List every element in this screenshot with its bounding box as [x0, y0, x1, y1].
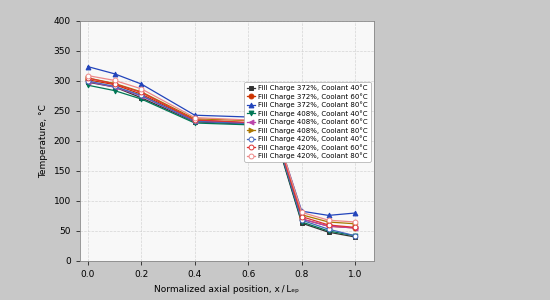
- Fill Charge 372%, Coolant 40°C: [299, 221, 305, 225]
- Fill Charge 372%, Coolant 60°C: [191, 118, 198, 122]
- Fill Charge 372%, Coolant 40°C: [352, 235, 359, 239]
- Fill Charge 372%, Coolant 80°C: [272, 127, 278, 131]
- Fill Charge 420%, Coolant 60°C: [352, 226, 359, 229]
- Y-axis label: Temperature, °C: Temperature, °C: [39, 104, 48, 178]
- Fill Charge 372%, Coolant 80°C: [85, 65, 91, 68]
- Fill Charge 420%, Coolant 40°C: [272, 130, 278, 134]
- Fill Charge 420%, Coolant 80°C: [111, 79, 118, 82]
- Fill Charge 408%, Coolant 80°C: [352, 222, 359, 226]
- Fill Charge 408%, Coolant 40°C: [85, 83, 91, 87]
- Fill Charge 372%, Coolant 40°C: [245, 122, 251, 126]
- Fill Charge 408%, Coolant 60°C: [245, 121, 251, 125]
- Fill Charge 408%, Coolant 60°C: [138, 94, 145, 98]
- Fill Charge 408%, Coolant 80°C: [245, 119, 251, 122]
- Line: Fill Charge 408%, Coolant 40°C: Fill Charge 408%, Coolant 40°C: [85, 83, 358, 238]
- Line: Fill Charge 408%, Coolant 80°C: Fill Charge 408%, Coolant 80°C: [85, 76, 358, 226]
- Fill Charge 420%, Coolant 60°C: [325, 223, 332, 227]
- Fill Charge 420%, Coolant 40°C: [191, 119, 198, 123]
- Fill Charge 420%, Coolant 40°C: [138, 94, 145, 97]
- Fill Charge 408%, Coolant 40°C: [299, 220, 305, 224]
- Fill Charge 372%, Coolant 40°C: [85, 80, 91, 84]
- Fill Charge 372%, Coolant 60°C: [352, 226, 359, 230]
- Fill Charge 408%, Coolant 80°C: [299, 213, 305, 217]
- Fill Charge 408%, Coolant 60°C: [111, 85, 118, 89]
- Fill Charge 420%, Coolant 40°C: [85, 79, 91, 83]
- Fill Charge 408%, Coolant 40°C: [325, 229, 332, 233]
- Fill Charge 372%, Coolant 40°C: [325, 230, 332, 234]
- Fill Charge 372%, Coolant 60°C: [138, 92, 145, 96]
- Fill Charge 372%, Coolant 80°C: [138, 82, 145, 86]
- Fill Charge 408%, Coolant 80°C: [272, 128, 278, 132]
- Fill Charge 420%, Coolant 40°C: [352, 234, 359, 238]
- Fill Charge 408%, Coolant 40°C: [272, 132, 278, 136]
- Fill Charge 408%, Coolant 80°C: [111, 82, 118, 85]
- Fill Charge 420%, Coolant 80°C: [191, 116, 198, 119]
- Fill Charge 408%, Coolant 40°C: [191, 121, 198, 125]
- Line: Fill Charge 372%, Coolant 40°C: Fill Charge 372%, Coolant 40°C: [85, 80, 358, 239]
- Fill Charge 408%, Coolant 60°C: [191, 119, 198, 123]
- Fill Charge 420%, Coolant 60°C: [191, 118, 198, 122]
- Fill Charge 420%, Coolant 80°C: [138, 87, 145, 91]
- Fill Charge 372%, Coolant 80°C: [191, 113, 198, 117]
- Fill Charge 408%, Coolant 40°C: [138, 97, 145, 101]
- Fill Charge 420%, Coolant 80°C: [272, 127, 278, 130]
- Fill Charge 408%, Coolant 40°C: [352, 234, 359, 238]
- Fill Charge 408%, Coolant 80°C: [191, 117, 198, 121]
- Line: Fill Charge 372%, Coolant 60°C: Fill Charge 372%, Coolant 60°C: [85, 77, 358, 230]
- Line: Fill Charge 420%, Coolant 40°C: Fill Charge 420%, Coolant 40°C: [85, 79, 358, 238]
- Fill Charge 420%, Coolant 60°C: [299, 215, 305, 218]
- Legend: Fill Charge 372%, Coolant 40°C, Fill Charge 372%, Coolant 60°C, Fill Charge 372%: Fill Charge 372%, Coolant 40°C, Fill Cha…: [244, 82, 371, 162]
- Fill Charge 372%, Coolant 80°C: [299, 209, 305, 213]
- Fill Charge 420%, Coolant 80°C: [352, 220, 359, 224]
- Fill Charge 420%, Coolant 40°C: [299, 218, 305, 222]
- Fill Charge 372%, Coolant 40°C: [191, 120, 198, 124]
- Fill Charge 372%, Coolant 40°C: [111, 85, 118, 89]
- Fill Charge 408%, Coolant 80°C: [138, 90, 145, 94]
- Fill Charge 420%, Coolant 80°C: [85, 74, 91, 77]
- Fill Charge 408%, Coolant 60°C: [325, 224, 332, 228]
- Fill Charge 372%, Coolant 60°C: [299, 217, 305, 221]
- Line: Fill Charge 408%, Coolant 60°C: Fill Charge 408%, Coolant 60°C: [85, 79, 358, 230]
- Fill Charge 372%, Coolant 40°C: [138, 96, 145, 100]
- Fill Charge 408%, Coolant 40°C: [111, 89, 118, 92]
- Fill Charge 372%, Coolant 60°C: [111, 83, 118, 86]
- Fill Charge 372%, Coolant 80°C: [245, 115, 251, 119]
- Fill Charge 420%, Coolant 40°C: [245, 122, 251, 125]
- Fill Charge 408%, Coolant 60°C: [85, 80, 91, 83]
- Fill Charge 372%, Coolant 60°C: [325, 224, 332, 228]
- Fill Charge 372%, Coolant 80°C: [325, 214, 332, 217]
- Line: Fill Charge 420%, Coolant 80°C: Fill Charge 420%, Coolant 80°C: [85, 73, 358, 224]
- Fill Charge 372%, Coolant 60°C: [272, 131, 278, 135]
- Fill Charge 420%, Coolant 80°C: [299, 211, 305, 214]
- Fill Charge 420%, Coolant 40°C: [325, 227, 332, 231]
- Fill Charge 408%, Coolant 60°C: [352, 226, 359, 230]
- Fill Charge 420%, Coolant 80°C: [325, 218, 332, 222]
- Fill Charge 408%, Coolant 60°C: [272, 130, 278, 134]
- Fill Charge 420%, Coolant 60°C: [272, 129, 278, 133]
- Fill Charge 408%, Coolant 60°C: [299, 217, 305, 221]
- Line: Fill Charge 372%, Coolant 80°C: Fill Charge 372%, Coolant 80°C: [85, 64, 358, 218]
- Fill Charge 420%, Coolant 60°C: [138, 91, 145, 94]
- Fill Charge 420%, Coolant 60°C: [111, 82, 118, 86]
- Line: Fill Charge 420%, Coolant 60°C: Fill Charge 420%, Coolant 60°C: [85, 76, 358, 230]
- X-axis label: Normalized axial position, x / Lₑₚ: Normalized axial position, x / Lₑₚ: [155, 285, 299, 294]
- Fill Charge 372%, Coolant 40°C: [272, 133, 278, 137]
- Fill Charge 420%, Coolant 80°C: [245, 118, 251, 122]
- Fill Charge 372%, Coolant 80°C: [111, 72, 118, 76]
- Fill Charge 420%, Coolant 60°C: [85, 76, 91, 80]
- Fill Charge 372%, Coolant 60°C: [245, 121, 251, 125]
- Fill Charge 408%, Coolant 40°C: [245, 123, 251, 127]
- Fill Charge 372%, Coolant 80°C: [352, 211, 359, 215]
- Fill Charge 408%, Coolant 80°C: [325, 220, 332, 224]
- Fill Charge 420%, Coolant 60°C: [245, 121, 251, 124]
- Fill Charge 420%, Coolant 40°C: [111, 85, 118, 88]
- Fill Charge 408%, Coolant 80°C: [85, 76, 91, 80]
- Fill Charge 372%, Coolant 60°C: [85, 78, 91, 82]
